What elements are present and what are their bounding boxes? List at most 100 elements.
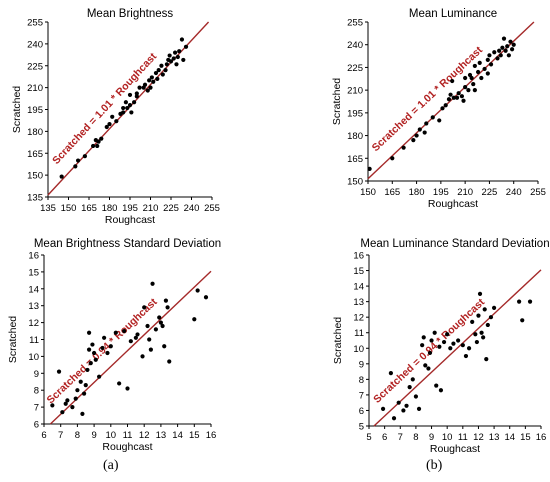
y-tick-label: 9 (34, 369, 39, 380)
x-tick-label: 5 (366, 432, 371, 443)
data-point (463, 353, 469, 359)
data-point (156, 68, 161, 73)
caption-a: (a) (103, 458, 119, 473)
data-point (181, 57, 186, 63)
data-point (470, 319, 475, 324)
y-tick-label: 150 (347, 177, 363, 188)
data-point (203, 295, 209, 300)
data-point (164, 62, 169, 67)
data-point (476, 313, 481, 318)
data-point (461, 98, 466, 103)
y-tick-label: 7 (34, 403, 39, 414)
x-tick-label: 15 (189, 430, 200, 441)
data-point (132, 100, 137, 105)
y-tick-label: 225 (27, 61, 43, 72)
x-tick-label: 8 (413, 432, 418, 443)
data-point (92, 350, 97, 356)
y-tick-label: 6 (34, 420, 39, 431)
data-point (149, 75, 154, 80)
data-point (446, 97, 452, 102)
data-point (129, 110, 134, 115)
data-point (137, 85, 142, 90)
x-tick-label: 13 (156, 430, 167, 441)
x-tick-label: 16 (536, 432, 547, 443)
data-point (81, 391, 87, 396)
data-point (420, 343, 425, 348)
data-point (93, 357, 98, 362)
data-point (380, 406, 386, 411)
y-tick-label: 255 (27, 18, 43, 29)
y-tick-label: 165 (347, 154, 363, 165)
data-point (158, 320, 163, 325)
data-point (469, 75, 474, 81)
data-point (75, 158, 81, 163)
x-tick-label: 9 (91, 430, 96, 441)
x-tick-label: 15 (520, 432, 531, 443)
data-point (160, 72, 165, 77)
data-point (475, 69, 481, 75)
data-point (421, 335, 426, 340)
data-point (110, 114, 115, 119)
fit-equation-label: Scratched = 0.94 * Roughcast (371, 296, 487, 406)
data-point (477, 291, 483, 296)
y-tick-label: 16 (353, 251, 364, 262)
data-point (451, 341, 456, 346)
fit-equation-label: Scratched = 1.01 * Roughcast (50, 50, 159, 167)
data-point (527, 299, 533, 304)
y-tick-label: 12 (353, 313, 364, 324)
data-point (471, 81, 476, 87)
data-point (157, 315, 162, 320)
x-tick-label: 210 (143, 203, 159, 214)
y-tick-label: 11 (354, 328, 364, 339)
data-point (506, 53, 511, 58)
y-tick-label: 5 (359, 422, 364, 433)
y-tick-label: 12 (28, 318, 39, 329)
data-point (488, 315, 494, 320)
x-tick-label: 255 (204, 203, 220, 214)
data-point (150, 281, 155, 286)
y-tick-label: 16 (28, 251, 39, 262)
data-point (99, 136, 104, 141)
data-point (122, 328, 127, 334)
data-point (88, 361, 93, 366)
data-point (517, 299, 522, 304)
data-point (438, 388, 444, 393)
y-tick-label: 210 (27, 83, 43, 94)
data-point (450, 78, 455, 84)
y-tick-label: 13 (28, 301, 39, 312)
data-point (509, 47, 515, 52)
data-point (95, 143, 100, 149)
data-point (148, 347, 153, 352)
data-point (407, 385, 412, 390)
data-point (104, 124, 109, 130)
x-tick-label: 10 (106, 430, 117, 441)
data-point (183, 44, 189, 49)
data-point (148, 85, 153, 90)
y-axis-label: Scratched (11, 86, 23, 133)
y-tick-label: 240 (347, 40, 363, 51)
data-point (151, 79, 156, 84)
x-tick-label: 11 (458, 432, 468, 443)
x-tick-label: 13 (489, 432, 500, 443)
x-tick-label: 210 (457, 187, 473, 198)
data-point (484, 357, 489, 362)
data-point (472, 88, 477, 93)
data-point (414, 133, 419, 138)
data-point (401, 408, 406, 413)
x-tick-label: 165 (384, 187, 400, 198)
chart-title: Mean Luminance Standard Deviation (360, 238, 549, 250)
y-tick-label: 165 (27, 149, 43, 160)
data-point (432, 330, 437, 335)
data-point (147, 337, 152, 342)
data-point (63, 401, 68, 406)
data-point (142, 82, 148, 87)
data-point (511, 42, 516, 47)
data-point (482, 66, 487, 72)
data-point (437, 344, 442, 349)
data-point (443, 103, 448, 108)
data-point (491, 305, 497, 310)
y-tick-label: 195 (27, 105, 43, 116)
data-point (501, 36, 507, 41)
data-point (463, 75, 468, 81)
